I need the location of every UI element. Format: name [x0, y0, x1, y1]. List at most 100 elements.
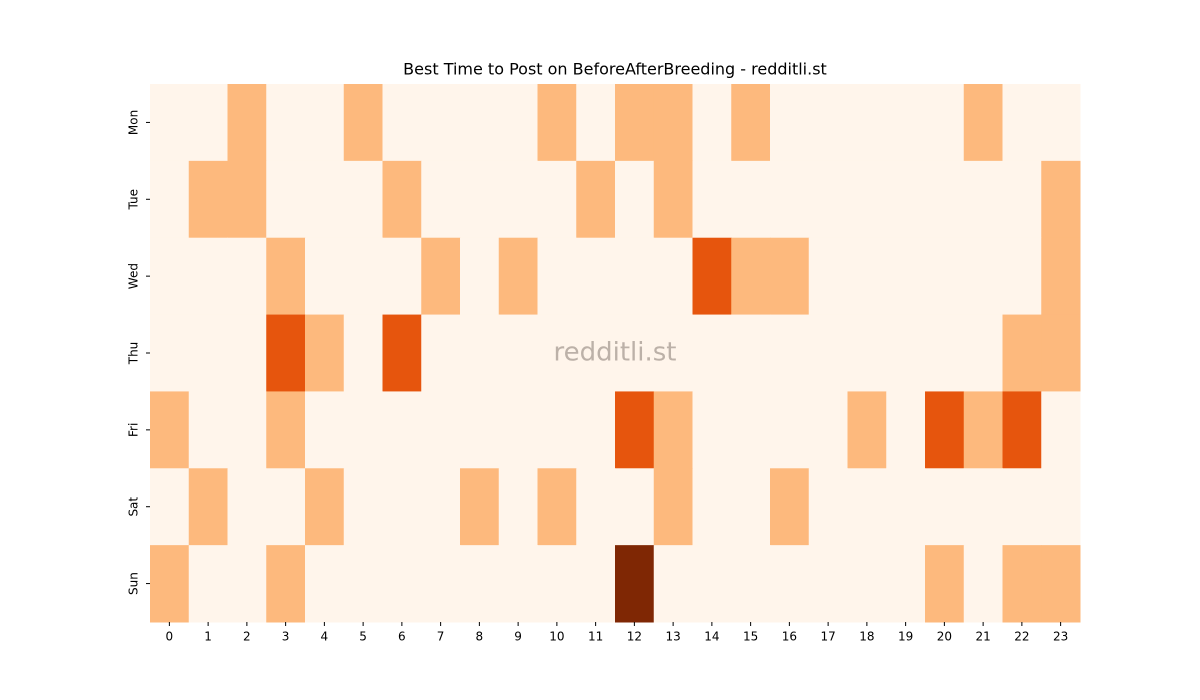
cell: [963, 391, 1003, 469]
cell: [886, 314, 926, 392]
cell: [537, 545, 577, 623]
cell: [343, 314, 383, 392]
cell: [460, 545, 500, 623]
x-tick-label: 7: [437, 630, 445, 644]
cell: [808, 160, 848, 239]
axis-labels: 0 1 2 3 4 5 6 7 8 9 10 11 12 13 14 15 16 17 18 19 20 21 22 23Mo…: [127, 110, 1069, 644]
cell: [925, 160, 965, 239]
cell: [305, 160, 345, 239]
cell: [227, 237, 267, 316]
x-tick-label: 12: [627, 630, 642, 644]
cell: [653, 84, 693, 162]
cell: [692, 391, 732, 469]
cell: [886, 237, 926, 316]
cell: [731, 314, 771, 392]
y-tick-label: Wed: [127, 263, 141, 289]
chart-title: Best Time to Post on BeforeAfterBreeding…: [403, 60, 827, 79]
cell: [150, 391, 190, 469]
x-tick-label: 6: [398, 630, 406, 644]
cell: [305, 545, 345, 623]
cell: [227, 160, 267, 239]
cell: [731, 391, 771, 469]
cell: [615, 160, 655, 239]
cell: [808, 84, 848, 162]
cell: [421, 545, 461, 623]
cell: [576, 84, 616, 162]
cell: [925, 314, 965, 392]
cell: [188, 84, 228, 162]
x-tick-label: 1: [204, 630, 212, 644]
cell: [808, 545, 848, 623]
x-tick-label: 20: [937, 630, 952, 644]
cell: [1002, 314, 1042, 392]
cell: [576, 314, 616, 392]
cell: [886, 391, 926, 469]
cell: [421, 237, 461, 316]
cell: [808, 314, 848, 392]
cell: [188, 545, 228, 623]
cell: [343, 84, 383, 162]
x-tick-label: 3: [282, 630, 290, 644]
cell: [227, 545, 267, 623]
cell: [925, 84, 965, 162]
cell: [421, 160, 461, 239]
cell: [847, 237, 887, 316]
cell: [343, 160, 383, 239]
cell: [1002, 160, 1042, 239]
cell: [421, 391, 461, 469]
cell: [925, 391, 965, 469]
cell: [1002, 545, 1042, 623]
cell: [1041, 468, 1081, 546]
x-tick-label: 14: [704, 630, 719, 644]
cell: [1041, 160, 1081, 239]
cell: [382, 84, 422, 162]
cell: [421, 468, 461, 546]
x-tick-label: 15: [743, 630, 758, 644]
y-tick-label: Thu: [127, 342, 141, 366]
cell: [421, 84, 461, 162]
cell: [1041, 84, 1081, 162]
cell: [1041, 314, 1081, 392]
x-tick-label: 17: [820, 630, 835, 644]
cell: [343, 237, 383, 316]
cell: [498, 468, 538, 546]
cell: [460, 160, 500, 239]
cell: [382, 237, 422, 316]
cell: [227, 391, 267, 469]
cell: [808, 391, 848, 469]
x-tick-label: 5: [359, 630, 367, 644]
cell: [847, 468, 887, 546]
cell: [1041, 545, 1081, 623]
cell: [576, 237, 616, 316]
cell: [266, 545, 306, 623]
cell: [615, 468, 655, 546]
cell: [343, 468, 383, 546]
x-tick-label: 22: [1014, 630, 1029, 644]
cell: [653, 314, 693, 392]
cell: [692, 160, 732, 239]
cell: [808, 468, 848, 546]
cell: [963, 468, 1003, 546]
cell: [188, 314, 228, 392]
cell: [963, 314, 1003, 392]
cell: [498, 237, 538, 316]
x-tick-label: 16: [782, 630, 797, 644]
cell: [963, 84, 1003, 162]
cell: [305, 237, 345, 316]
cell: [731, 468, 771, 546]
x-tick-label: 4: [321, 630, 329, 644]
cell: [770, 468, 810, 546]
y-tick-label: Fri: [127, 423, 141, 437]
cell: [1002, 391, 1042, 469]
cell: [460, 468, 500, 546]
cell: [615, 237, 655, 316]
cell: [963, 160, 1003, 239]
cell: [188, 468, 228, 546]
cell: [188, 160, 228, 239]
cell: [808, 237, 848, 316]
cell: [498, 314, 538, 392]
cell: [1002, 237, 1042, 316]
cell: [227, 468, 267, 546]
cell: [925, 545, 965, 623]
cell: [847, 84, 887, 162]
